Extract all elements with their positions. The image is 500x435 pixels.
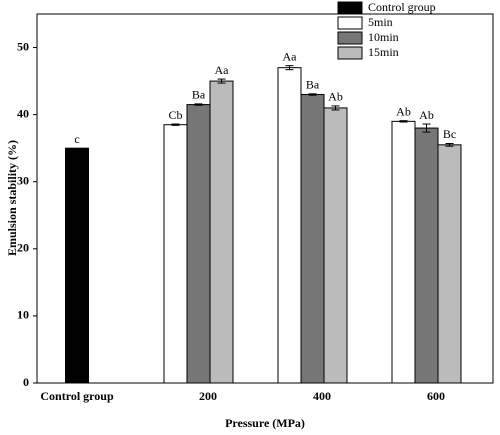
bar	[65, 147, 89, 384]
legend-label: 10min	[368, 30, 399, 44]
value-label: Bc	[443, 127, 456, 141]
legend-swatch	[337, 31, 363, 45]
bar	[277, 67, 302, 384]
value-label: Ba	[192, 88, 206, 102]
bar	[300, 94, 325, 384]
legend-label: 5min	[368, 15, 393, 29]
bar	[323, 107, 348, 384]
value-label: Ab	[328, 90, 343, 104]
value-label: Aa	[283, 49, 298, 63]
legend-swatch	[337, 46, 363, 60]
y-tick-label: 10	[17, 308, 29, 322]
value-label: Ba	[306, 78, 320, 92]
value-label: Ab	[419, 108, 434, 122]
bar	[186, 104, 211, 384]
legend-swatch	[337, 1, 363, 15]
bar	[391, 120, 416, 384]
legend-label: Control group	[368, 0, 436, 14]
bar	[209, 80, 234, 384]
bar	[437, 144, 462, 384]
value-label: Ab	[396, 104, 411, 118]
plot-frame	[36, 13, 494, 384]
legend-swatch	[337, 16, 363, 30]
x-tick-label: 400	[313, 389, 331, 403]
value-label: Aa	[215, 63, 230, 77]
value-label: Cb	[168, 108, 182, 122]
x-tick-label: 600	[427, 389, 445, 403]
y-tick-label: 0	[23, 375, 29, 389]
x-axis-label: Pressure (MPa)	[225, 416, 305, 430]
legend-label: 15min	[368, 45, 399, 59]
y-axis-label: Emulsion stability (%)	[5, 140, 19, 256]
bar	[414, 127, 439, 384]
value-label: c	[74, 132, 79, 146]
x-tick-label: Control group	[40, 389, 114, 403]
y-tick-label: 40	[17, 106, 29, 120]
x-tick-label: 200	[199, 389, 217, 403]
y-tick-label: 30	[17, 173, 29, 187]
y-tick-label: 20	[17, 241, 29, 255]
bar	[163, 124, 188, 384]
y-tick-label: 50	[17, 39, 29, 53]
